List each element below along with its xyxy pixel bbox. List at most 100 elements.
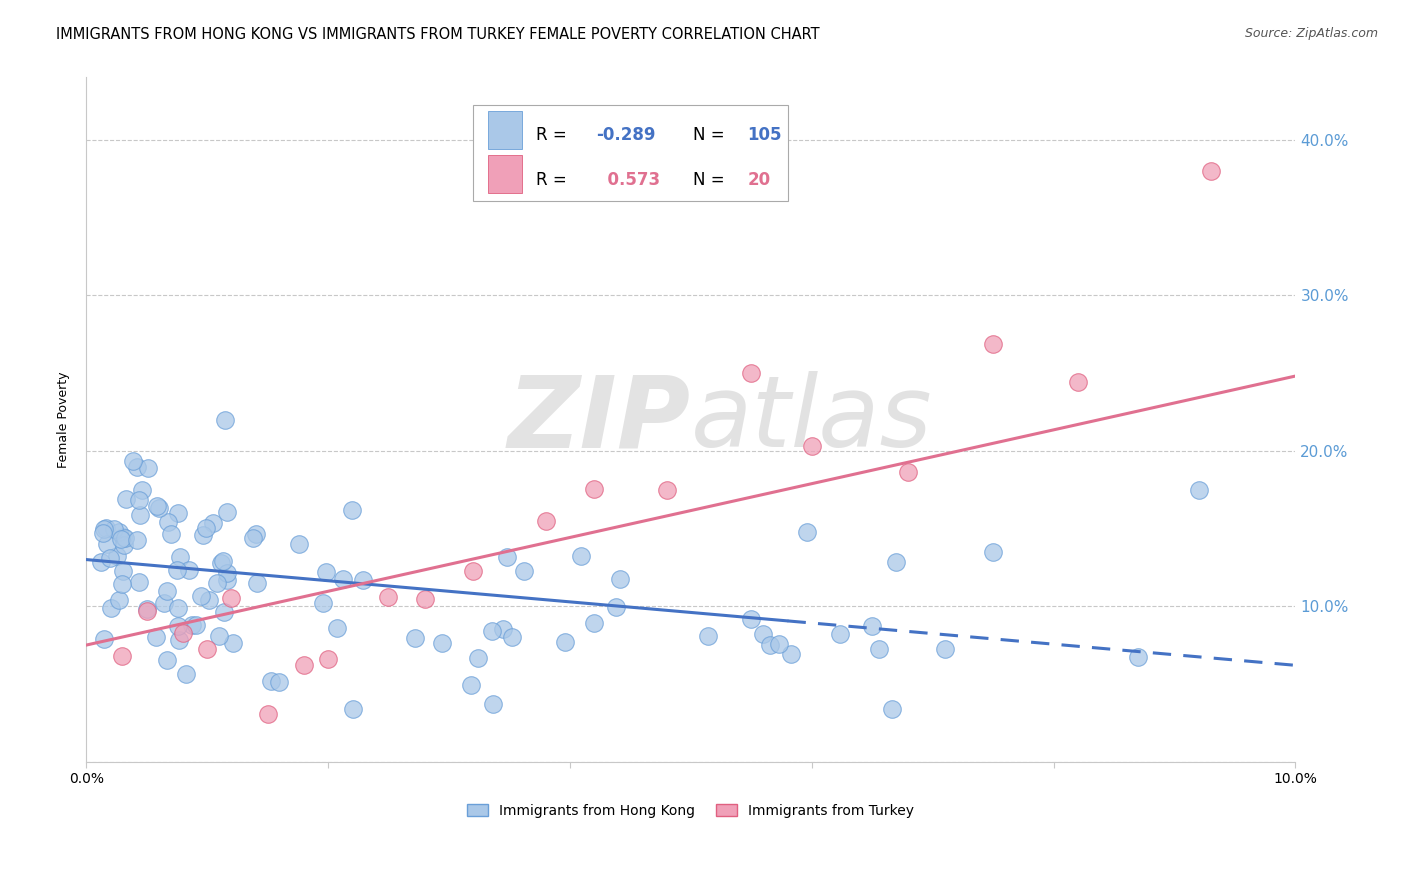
Point [209, 556, 232, 570]
Point [100, 600, 122, 615]
Point [496, 550, 519, 565]
Point [1128, 650, 1150, 665]
Point [215, 573, 238, 587]
Point [332, 572, 354, 586]
Point [94, 521, 117, 535]
FancyBboxPatch shape [488, 111, 522, 149]
Point [259, 674, 281, 689]
Point [740, 612, 762, 626]
Point [157, 516, 180, 530]
Point [169, 549, 191, 564]
Point [217, 505, 239, 519]
Point [315, 566, 337, 580]
Text: atlas: atlas [690, 371, 932, 468]
Point [190, 589, 212, 603]
Point [352, 573, 374, 587]
Point [111, 530, 134, 544]
Point [340, 502, 363, 516]
Point [111, 564, 134, 578]
Point [167, 633, 190, 648]
Point [111, 577, 134, 591]
Point [222, 636, 245, 650]
Point [111, 649, 134, 664]
Point [184, 618, 207, 632]
Point [796, 524, 818, 539]
Point [121, 454, 143, 468]
Legend: Immigrants from Hong Kong, Immigrants from Turkey: Immigrants from Hong Kong, Immigrants fr… [463, 798, 920, 823]
Point [267, 675, 290, 690]
Point [191, 528, 214, 542]
Point [172, 626, 194, 640]
Point [93, 522, 115, 536]
Point [202, 516, 225, 530]
Point [605, 600, 627, 615]
Point [128, 493, 150, 508]
Point [217, 566, 239, 580]
Point [413, 592, 436, 607]
Point [91, 525, 114, 540]
Point [219, 591, 242, 606]
Point [981, 336, 1004, 351]
FancyBboxPatch shape [474, 105, 787, 201]
Text: 20: 20 [748, 170, 770, 188]
Point [245, 576, 267, 591]
Point [287, 536, 309, 550]
Point [1188, 483, 1211, 498]
Point [463, 565, 485, 579]
Point [212, 554, 235, 568]
Point [93, 632, 115, 647]
Point [156, 653, 179, 667]
Point [103, 522, 125, 536]
Text: IMMIGRANTS FROM HONG KONG VS IMMIGRANTS FROM TURKEY FEMALE POVERTY CORRELATION C: IMMIGRANTS FROM HONG KONG VS IMMIGRANTS … [56, 27, 820, 42]
Point [316, 652, 339, 666]
Text: R =: R = [536, 127, 572, 145]
Point [114, 532, 136, 546]
Y-axis label: Female Poverty: Female Poverty [58, 371, 70, 467]
Point [460, 678, 482, 692]
Point [136, 461, 159, 475]
Point [800, 439, 823, 453]
Point [160, 527, 183, 541]
Point [481, 624, 503, 639]
Point [167, 619, 190, 633]
Text: ZIP: ZIP [508, 371, 690, 468]
Point [128, 575, 150, 590]
Point [583, 615, 606, 630]
Point [195, 642, 218, 657]
Point [145, 631, 167, 645]
Point [768, 637, 790, 651]
Point [128, 508, 150, 522]
Point [534, 514, 557, 528]
Point [112, 538, 135, 552]
Point [554, 635, 576, 649]
Point [166, 506, 188, 520]
Point [897, 465, 920, 479]
Point [404, 631, 426, 645]
Point [609, 572, 631, 586]
Point [1067, 375, 1090, 389]
Point [194, 521, 217, 535]
Point [242, 532, 264, 546]
Point [208, 629, 231, 643]
Point [105, 549, 128, 563]
Point [752, 627, 775, 641]
Point [1199, 163, 1222, 178]
Point [467, 651, 489, 665]
Point [981, 545, 1004, 559]
Text: -0.289: -0.289 [596, 127, 657, 145]
Text: Source: ZipAtlas.com: Source: ZipAtlas.com [1244, 27, 1378, 40]
Point [90, 555, 112, 569]
Point [492, 622, 515, 636]
Point [214, 605, 236, 619]
Text: N =: N = [693, 127, 730, 145]
Point [198, 592, 221, 607]
Point [214, 413, 236, 427]
Point [166, 563, 188, 577]
Point [179, 563, 201, 577]
Point [153, 596, 176, 610]
Text: 105: 105 [748, 127, 782, 145]
Point [136, 602, 159, 616]
Text: 0.573: 0.573 [596, 170, 661, 188]
Point [98, 550, 121, 565]
Point [655, 483, 678, 498]
